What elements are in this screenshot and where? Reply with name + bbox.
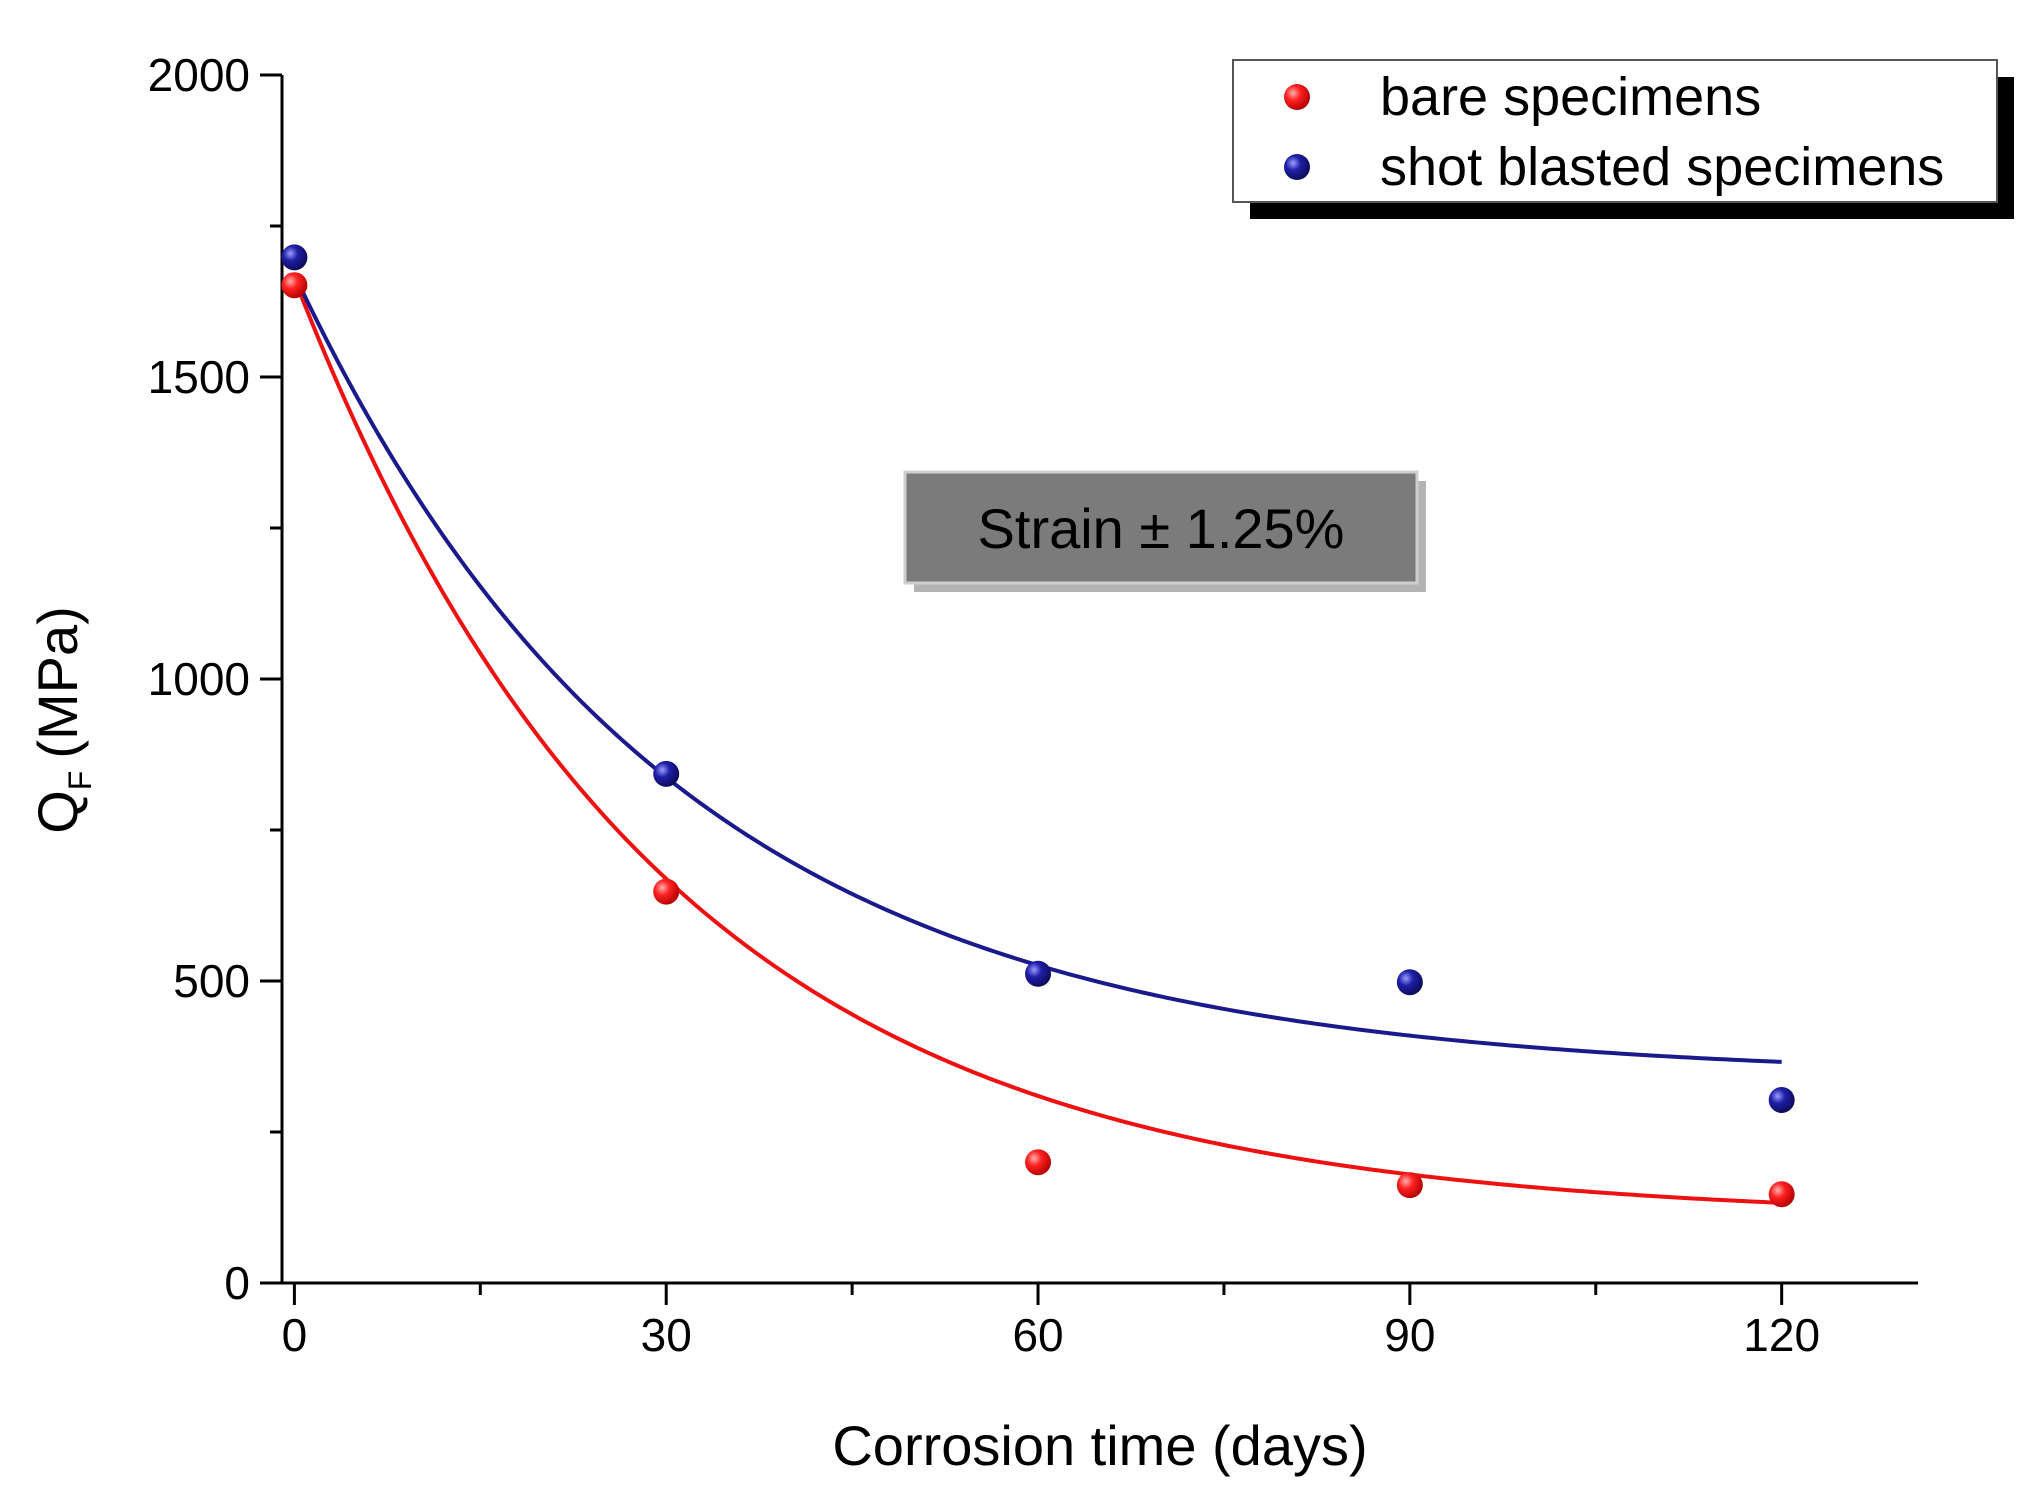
x-tick-label-120: 120 [1743,1309,1820,1361]
fit-curve-series-1 [292,273,1782,1064]
point-series-0-2 [1025,1149,1052,1176]
axes: 0 500 1000 1500 2000 0 30 60 90 120 [148,49,1918,1361]
point-series-1-1 [653,760,680,787]
legend-label-shot-blasted: shot blasted specimens [1380,137,1944,197]
point-series-1-0 [281,244,308,271]
y-axis-title-q: Q [26,790,89,834]
legend: bare specimens shot blasted specimens [1232,59,2014,219]
strain-annotation-box [903,470,1419,585]
data-points [281,244,1795,1208]
y-tick-label-1000: 1000 [148,653,250,705]
strain-annotation: Strain ± 1.25% [903,470,1426,592]
fit-curve-series-0 [292,277,1782,1205]
y-axis-title-subscript: F [62,771,98,791]
point-series-0-0 [281,272,308,299]
point-series-1-2 [1025,960,1052,987]
point-series-1-3 [1396,969,1423,996]
point-series-0-3 [1396,1172,1423,1199]
x-axis-title: Corrosion time (days) [832,1414,1367,1477]
legend-marker-bare [1284,84,1310,110]
y-axis-title: QF (MPa) [26,606,98,834]
x-tick-label-30: 30 [641,1309,692,1361]
x-tick-label-60: 60 [1012,1309,1063,1361]
legend-box [1232,59,1998,203]
y-axis-title-text: QF (MPa) [26,606,98,834]
y-tick-label-0: 0 [224,1257,250,1309]
strain-annotation-text: Strain ± 1.25% [978,497,1345,560]
y-tick-label-1500: 1500 [148,351,250,403]
point-series-0-4 [1768,1181,1795,1208]
x-tick-label-90: 90 [1384,1309,1435,1361]
point-series-0-1 [653,878,680,905]
y-tick-label-2000: 2000 [148,49,250,101]
fit-lines [292,273,1782,1205]
point-series-1-4 [1768,1086,1795,1113]
legend-marker-shot-blasted [1284,154,1310,180]
y-axis-title-unit: (MPa) [26,606,89,758]
x-tick-label-0: 0 [282,1309,308,1361]
legend-label-bare: bare specimens [1380,67,1761,127]
y-tick-label-500: 500 [173,955,250,1007]
